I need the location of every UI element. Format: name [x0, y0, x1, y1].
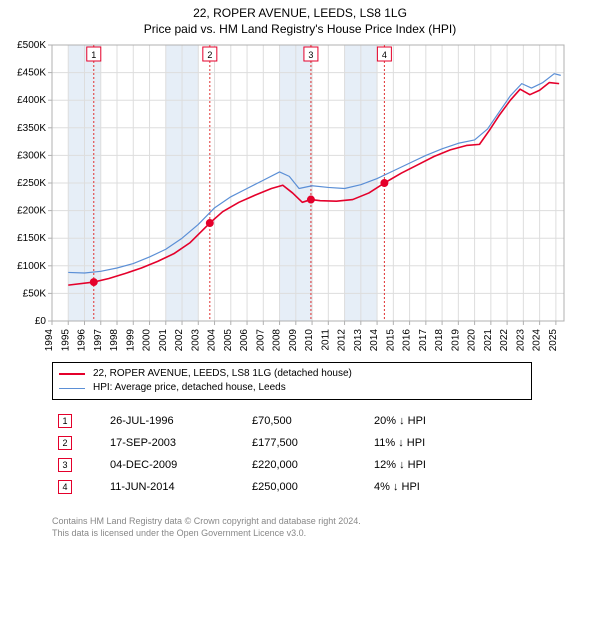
- x-tick-label: 2022: [499, 329, 510, 351]
- sale-delta: 20% ↓ HPI: [368, 410, 432, 432]
- y-tick-label: £400K: [17, 95, 46, 106]
- legend-label: HPI: Average price, detached house, Leed…: [93, 381, 286, 395]
- sale-date: 17-SEP-2003: [104, 432, 246, 454]
- x-tick-label: 2008: [272, 329, 283, 351]
- y-tick-label: £200K: [17, 206, 46, 217]
- sale-marker-label: 1: [91, 50, 96, 60]
- x-tick-label: 1998: [109, 329, 120, 351]
- table-row: 4 11-JUN-2014£250,0004% ↓ HPI: [52, 476, 432, 498]
- legend-swatch: [59, 388, 85, 389]
- sale-price: £177,500: [246, 432, 368, 454]
- chart-title: 22, ROPER AVENUE, LEEDS, LS8 1LG: [8, 6, 592, 22]
- sales-table: 1 26-JUL-1996£70,50020% ↓ HPI 2 17-SEP-2003…: [52, 410, 432, 498]
- x-tick-label: 2003: [190, 329, 201, 351]
- x-tick-label: 2015: [385, 329, 396, 351]
- page: { "title": "22, ROPER AVENUE, LEEDS, LS8…: [0, 0, 600, 620]
- sale-delta: 11% ↓ HPI: [368, 432, 432, 454]
- chart-subtitle: Price paid vs. HM Land Registry's House …: [8, 22, 592, 38]
- x-tick-label: 2016: [402, 329, 413, 351]
- footer-line-2: This data is licensed under the Open Gov…: [52, 528, 592, 540]
- line-chart: £0 £50K £100K £150K £200K £250K £300K £350K £400…: [8, 41, 568, 351]
- y-tick-label: £50K: [23, 289, 47, 300]
- x-tick-label: 2007: [255, 329, 266, 351]
- legend-item: 22, ROPER AVENUE, LEEDS, LS8 1LG (detach…: [59, 367, 525, 381]
- x-tick-label: 1997: [93, 329, 104, 351]
- x-tick-label: 2012: [337, 329, 348, 351]
- sale-price: £70,500: [246, 410, 368, 432]
- x-tick-label: 2019: [450, 329, 461, 351]
- x-tick-label: 2010: [304, 329, 315, 351]
- legend-swatch: [59, 373, 85, 375]
- sale-marker-box: 1: [58, 414, 72, 428]
- x-tick-label: 2011: [320, 329, 331, 351]
- y-tick-label: £100K: [17, 261, 46, 272]
- footer-note: Contains HM Land Registry data © Crown c…: [52, 516, 592, 539]
- x-tick-label: 2020: [467, 329, 478, 351]
- x-tick-label: 1999: [125, 329, 136, 351]
- table-row: 2 17-SEP-2003£177,50011% ↓ HPI: [52, 432, 432, 454]
- x-tick-label: 2009: [288, 329, 299, 351]
- table-row: 3 04-DEC-2009£220,00012% ↓ HPI: [52, 454, 432, 476]
- sale-delta: 4% ↓ HPI: [368, 476, 432, 498]
- sale-date: 04-DEC-2009: [104, 454, 246, 476]
- sale-price: £220,000: [246, 454, 368, 476]
- x-tick-label: 2023: [515, 329, 526, 351]
- sale-marker-label: 2: [207, 50, 212, 60]
- sale-marker-label: 3: [308, 50, 313, 60]
- x-tick-label: 2013: [353, 329, 364, 351]
- footer-line-1: Contains HM Land Registry data © Crown c…: [52, 516, 592, 528]
- sale-delta: 12% ↓ HPI: [368, 454, 432, 476]
- x-tick-label: 2025: [548, 329, 559, 351]
- x-tick-label: 2001: [158, 329, 169, 351]
- sale-price: £250,000: [246, 476, 368, 498]
- y-tick-label: £500K: [17, 41, 46, 51]
- x-tick-label: 1996: [77, 329, 88, 351]
- sale-date: 11-JUN-2014: [104, 476, 246, 498]
- y-tick-label: £150K: [17, 233, 46, 244]
- chart-area: £0 £50K £100K £150K £200K £250K £300K £350K £400…: [8, 41, 592, 356]
- y-tick-label: £350K: [17, 123, 46, 134]
- legend: 22, ROPER AVENUE, LEEDS, LS8 1LG (detach…: [52, 362, 532, 400]
- x-tick-label: 2006: [239, 329, 250, 351]
- x-tick-label: 2018: [434, 329, 445, 351]
- x-tick-label: 2014: [369, 329, 380, 351]
- legend-label: 22, ROPER AVENUE, LEEDS, LS8 1LG (detach…: [93, 367, 352, 381]
- sale-marker-label: 4: [382, 50, 387, 60]
- y-tick-label: £0: [35, 316, 47, 327]
- x-tick-label: 1994: [44, 329, 55, 351]
- x-tick-label: 2021: [483, 329, 494, 351]
- table-row: 1 26-JUL-1996£70,50020% ↓ HPI: [52, 410, 432, 432]
- x-tick-label: 1995: [60, 329, 71, 351]
- x-tick-label: 2000: [142, 329, 153, 351]
- y-tick-label: £450K: [17, 68, 46, 79]
- sale-marker-box: 2: [58, 436, 72, 450]
- x-tick-label: 2002: [174, 329, 185, 351]
- sale-marker-box: 4: [58, 480, 72, 494]
- sale-marker-box: 3: [58, 458, 72, 472]
- x-tick-label: 2017: [418, 329, 429, 351]
- x-tick-label: 2004: [207, 329, 218, 351]
- sale-date: 26-JUL-1996: [104, 410, 246, 432]
- x-tick-label: 2005: [223, 329, 234, 351]
- legend-item: HPI: Average price, detached house, Leed…: [59, 381, 525, 395]
- y-tick-label: £300K: [17, 151, 46, 162]
- y-tick-label: £250K: [17, 178, 46, 189]
- x-tick-label: 2024: [532, 329, 543, 351]
